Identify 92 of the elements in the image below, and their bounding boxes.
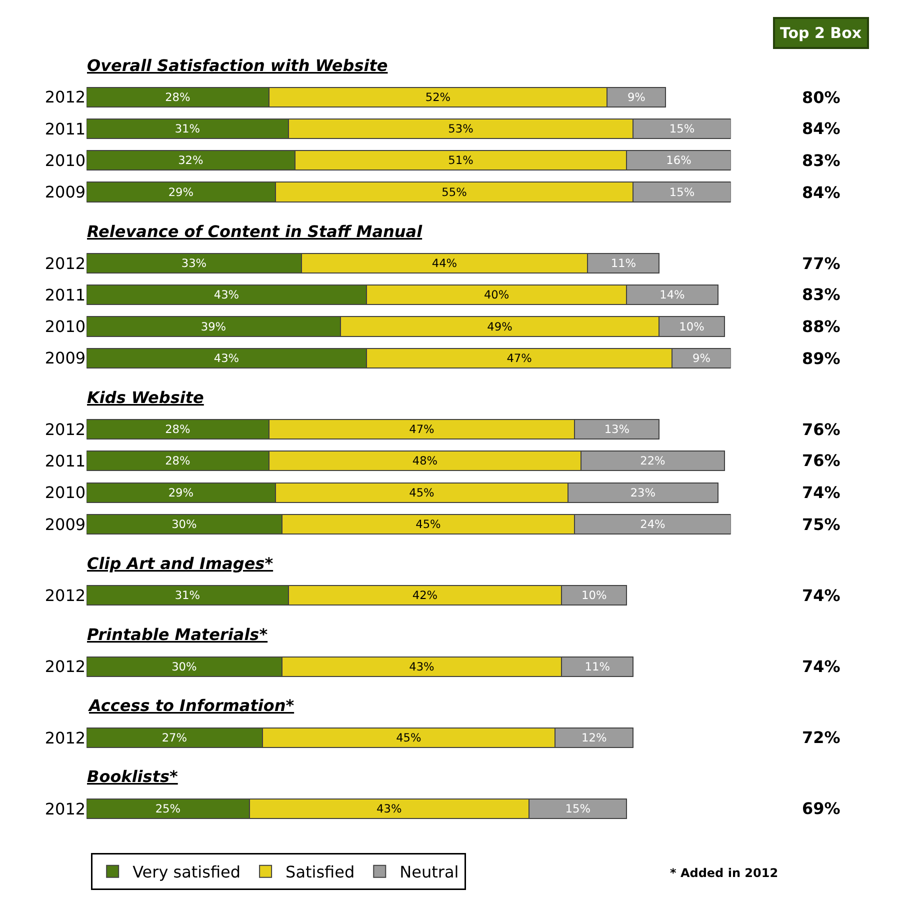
data-label: 29% <box>168 485 194 500</box>
data-label: 47% <box>506 350 532 365</box>
text: 83% <box>802 151 840 170</box>
data-label: 55% <box>442 184 468 199</box>
data-label: 24% <box>640 516 666 531</box>
y-tick-label: 2012 <box>44 254 86 273</box>
data-label: 28% <box>165 90 191 104</box>
data-label: 42% <box>412 588 438 602</box>
data-label: 45% <box>416 516 442 531</box>
text: 74% <box>802 483 840 502</box>
data-label: 27% <box>162 730 188 745</box>
data-label: 11% <box>610 256 636 270</box>
data-label: 43% <box>214 350 240 365</box>
text: 74% <box>802 586 840 605</box>
y-tick-label: 2009 <box>44 348 86 368</box>
data-label: 9% <box>692 350 711 365</box>
y-tick-label: 2010 <box>44 483 86 502</box>
text: 80% <box>802 88 840 107</box>
data-label: 10% <box>582 588 607 602</box>
text: 76% <box>802 451 840 470</box>
y-tick-label: 2010 <box>44 150 86 170</box>
data-label: 15% <box>669 122 695 136</box>
text: 69% <box>802 799 840 818</box>
data-label: 43% <box>409 659 435 674</box>
text: 74% <box>802 657 840 676</box>
text: 84% <box>802 119 840 138</box>
y-tick-label: 2010 <box>44 317 86 336</box>
data-label: 10% <box>679 319 705 334</box>
y-tick-label: 2011 <box>44 119 86 138</box>
chart-title: Access to Information* <box>87 696 295 715</box>
chart-title: Relevance of Content in Staff Manual <box>87 222 423 241</box>
data-label: 43% <box>214 288 240 302</box>
chart-title: Booklists* <box>87 767 178 786</box>
text: * Added in 2012 <box>670 866 778 880</box>
data-label: 51% <box>448 153 474 168</box>
data-label: 45% <box>409 485 435 500</box>
data-label: 45% <box>396 730 422 745</box>
data-label: 25% <box>155 802 181 816</box>
data-label: 13% <box>604 422 630 436</box>
data-label: 16% <box>666 153 692 168</box>
text: 83% <box>802 285 840 304</box>
data-label: 44% <box>432 256 458 270</box>
text: 72% <box>802 728 840 747</box>
y-tick-label: 2012 <box>44 586 86 605</box>
data-label: 49% <box>487 319 513 334</box>
data-label: 23% <box>630 485 656 500</box>
data-label: 48% <box>412 454 438 468</box>
data-label: 39% <box>200 319 226 334</box>
data-label: 40% <box>484 288 510 302</box>
y-tick-label: 2009 <box>44 182 86 202</box>
data-label: 30% <box>172 516 198 531</box>
text: 84% <box>802 183 840 202</box>
data-label: 32% <box>178 153 204 168</box>
data-label: 53% <box>448 122 474 136</box>
y-tick-label: 2012 <box>44 800 86 819</box>
data-label: 14% <box>660 288 686 302</box>
data-label: 15% <box>565 802 591 816</box>
data-label: 28% <box>165 454 191 468</box>
y-tick-label: 2012 <box>44 657 86 676</box>
data-label: 31% <box>174 588 200 602</box>
data-label: 33% <box>181 256 207 270</box>
data-label: 12% <box>582 730 607 745</box>
text: 76% <box>802 420 840 439</box>
text: Top 2 Box <box>780 24 862 42</box>
data-label: 28% <box>165 422 191 436</box>
data-label: 29% <box>168 184 194 199</box>
data-label: 43% <box>376 802 402 816</box>
legend-label: Satisfied <box>286 862 355 882</box>
text: 77% <box>802 254 840 273</box>
data-label: 31% <box>174 122 200 136</box>
text: 89% <box>802 349 840 368</box>
y-tick-label: 2012 <box>44 728 86 748</box>
data-label: 52% <box>425 90 451 104</box>
text: 75% <box>802 515 840 534</box>
chart-title: Printable Materials* <box>87 625 268 644</box>
text: Clip Art and Images* <box>87 554 274 573</box>
data-label: 15% <box>669 184 695 199</box>
y-tick-label: 2012 <box>44 88 86 107</box>
legend-label: Neutral <box>400 862 459 882</box>
data-label: 47% <box>409 422 435 436</box>
y-tick-label: 2009 <box>44 514 86 534</box>
y-tick-label: 2012 <box>44 420 86 439</box>
data-label: 11% <box>584 659 610 674</box>
legend-label: Very satisfied <box>132 862 241 882</box>
y-tick-label: 2011 <box>44 285 86 304</box>
y-tick-label: 2011 <box>44 452 86 471</box>
data-label: 9% <box>627 90 646 104</box>
data-label: 30% <box>172 659 198 674</box>
chart-title: Overall Satisfaction with Website <box>87 56 388 75</box>
chart-title: Kids Website <box>87 388 204 407</box>
data-label: 22% <box>640 454 666 468</box>
text: 88% <box>802 317 840 336</box>
